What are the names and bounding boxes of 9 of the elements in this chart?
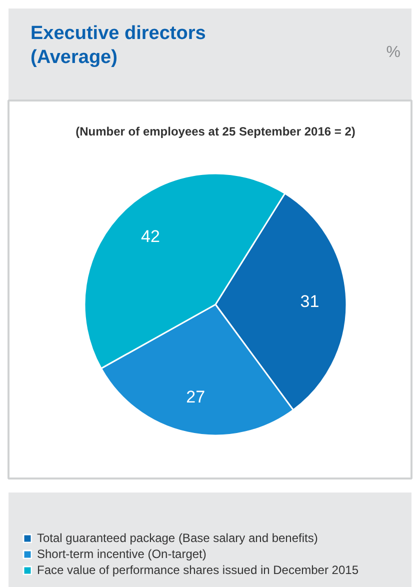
legend-label: Face value of performance shares issued in December 2015 — [37, 563, 359, 577]
chart-subtitle: (Number of employees at 25 September 2016 = 2) — [76, 124, 356, 138]
legend-label: Total guaranteed package (Base salary and benefits) — [37, 531, 318, 545]
legend-label: Short-term incentive (On-target) — [37, 547, 206, 561]
text: % — [386, 44, 401, 61]
data-label: 31 — [300, 292, 320, 311]
data-label: 27 — [186, 388, 206, 407]
data-label: 42 — [141, 227, 160, 246]
chart-title: Executive directors (Average) — [30, 23, 206, 68]
